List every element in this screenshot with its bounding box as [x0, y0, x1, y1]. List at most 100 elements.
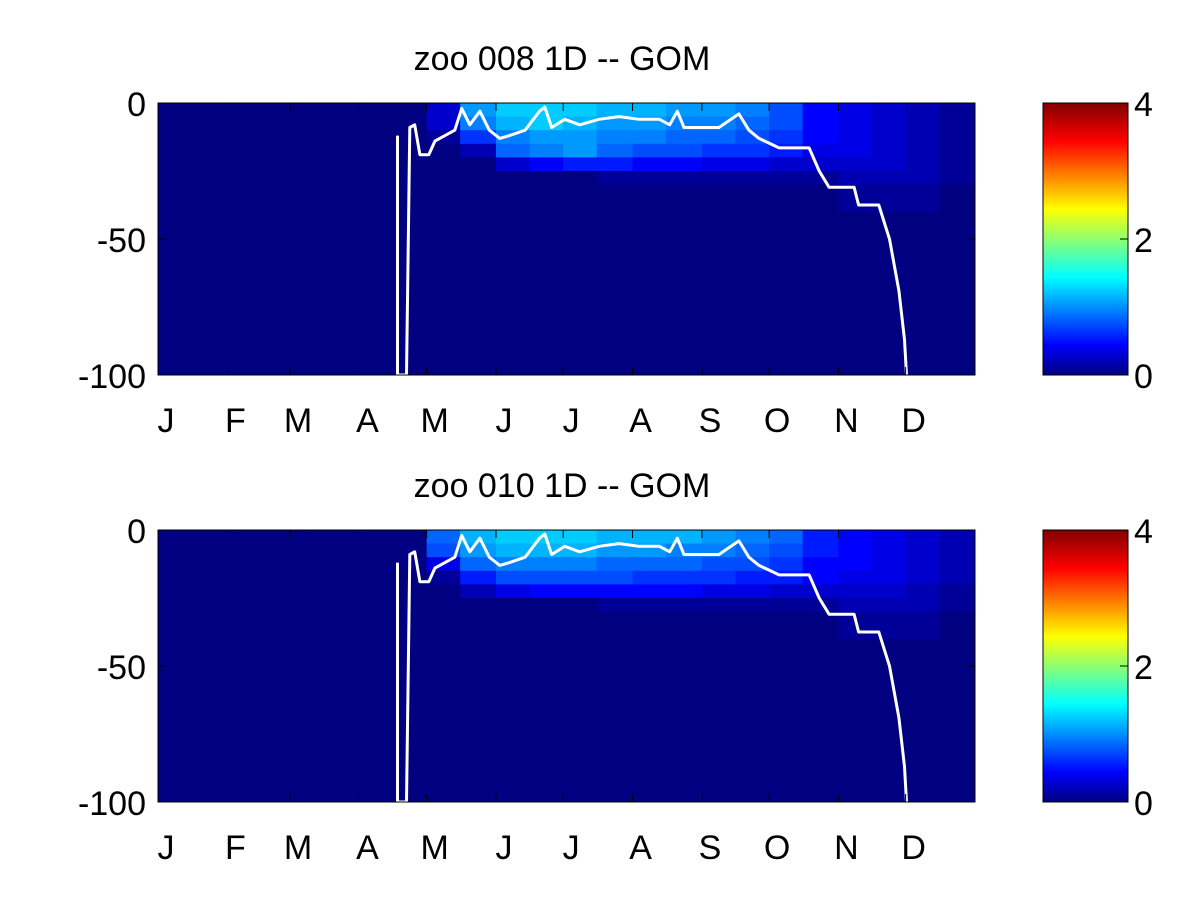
- heat-cell: [939, 570, 976, 585]
- heat-cell: [802, 638, 839, 803]
- heat-cell: [260, 611, 291, 640]
- heat-cell: [191, 171, 228, 186]
- y-tick-label: -100: [78, 358, 146, 396]
- heat-cell: [939, 543, 976, 558]
- heat-cell: [939, 638, 976, 803]
- heat-cell: [495, 143, 531, 158]
- heat-cell: [260, 143, 291, 158]
- colorbar: [1042, 102, 1129, 376]
- heat-cell: [838, 171, 873, 186]
- depth-line: [396, 532, 908, 804]
- heat-cell: [426, 638, 461, 803]
- heat-cell: [325, 584, 360, 599]
- heat-cell: [769, 638, 804, 803]
- heat-cell: [191, 211, 228, 376]
- heat-cell: [666, 611, 703, 640]
- heat-cell: [802, 584, 839, 599]
- colorbar-tick-label: 4: [1134, 513, 1153, 551]
- heat-cell: [325, 171, 360, 186]
- heat-cell: [802, 543, 839, 558]
- heat-cell: [596, 530, 634, 545]
- x-tick-label: S: [699, 829, 722, 867]
- heat-cell: [596, 171, 634, 186]
- heat-cell: [495, 638, 531, 803]
- heat-cell: [596, 598, 634, 613]
- heat-cell: [426, 116, 461, 131]
- heat-cell: [802, 171, 839, 186]
- heat-cell: [529, 130, 564, 145]
- colorbar-tick-label: 2: [1134, 649, 1153, 687]
- heat-cell: [158, 171, 193, 186]
- heat-cell: [802, 611, 839, 640]
- heat-cell: [802, 184, 839, 213]
- heat-cell: [260, 638, 291, 803]
- heat-cell: [426, 598, 461, 613]
- heat-cell: [632, 157, 667, 172]
- x-tick-label: M: [420, 402, 448, 440]
- heat-cell: [632, 570, 667, 585]
- heat-cell: [632, 211, 667, 376]
- x-tick-label: M: [420, 829, 448, 867]
- x-tick-label: D: [901, 402, 926, 440]
- heat-cell: [632, 584, 667, 599]
- heat-cell: [563, 171, 598, 186]
- heat-cell: [872, 130, 907, 145]
- heat-cell: [290, 157, 327, 172]
- heat-cell: [290, 211, 327, 376]
- heat-cell: [495, 570, 531, 585]
- heat-cell: [426, 157, 461, 172]
- heat-cell: [872, 611, 907, 640]
- heat-cell: [495, 584, 531, 599]
- heat-cell: [460, 611, 497, 640]
- heat-cell: [290, 584, 327, 599]
- heat-cell: [769, 584, 804, 599]
- heat-cell: [872, 570, 907, 585]
- heat-cell: [769, 611, 804, 640]
- heat-cell: [596, 103, 634, 118]
- chart-title: zoo 008 1D -- GOM: [414, 40, 711, 78]
- heat-cell: [939, 584, 976, 599]
- heat-cell: [905, 557, 940, 572]
- heat-cell: [905, 143, 940, 158]
- heat-cell: [905, 543, 940, 558]
- heat-cell: [939, 116, 976, 131]
- heat-cell: [290, 143, 327, 158]
- heat-cell: [802, 116, 839, 131]
- heat-cell: [227, 103, 262, 118]
- heat-cell: [191, 157, 228, 172]
- heat-cell: [701, 638, 736, 803]
- heat-cell: [227, 570, 262, 585]
- x-tick-label: D: [901, 829, 926, 867]
- heat-cell: [460, 638, 497, 803]
- heat-cell: [359, 130, 394, 145]
- heat-cell: [158, 143, 193, 158]
- heat-cell: [393, 103, 428, 118]
- heat-cell: [191, 584, 228, 599]
- colorbar-tick-label: 4: [1134, 86, 1153, 124]
- x-tick-label: N: [834, 829, 859, 867]
- heat-cell: [802, 103, 839, 118]
- heat-cell: [158, 584, 193, 599]
- heat-cell: [632, 171, 667, 186]
- heat-cell: [227, 116, 262, 131]
- heat-cell: [769, 211, 804, 376]
- heat-cell: [393, 543, 428, 558]
- heat-cell: [596, 638, 634, 803]
- heat-cell: [260, 530, 291, 545]
- heat-cell: [260, 103, 291, 118]
- heat-cell: [666, 598, 703, 613]
- heat-cell: [596, 570, 634, 585]
- heat-cell: [666, 557, 703, 572]
- heat-cell: [735, 184, 770, 213]
- heat-cell: [563, 130, 598, 145]
- heat-cell: [666, 184, 703, 213]
- heat-cell: [325, 211, 360, 376]
- heat-cell: [393, 116, 428, 131]
- heat-cell: [191, 611, 228, 640]
- heat-cell: [260, 584, 291, 599]
- heat-cell: [290, 103, 327, 118]
- heat-cell: [191, 143, 228, 158]
- heat-cell: [596, 184, 634, 213]
